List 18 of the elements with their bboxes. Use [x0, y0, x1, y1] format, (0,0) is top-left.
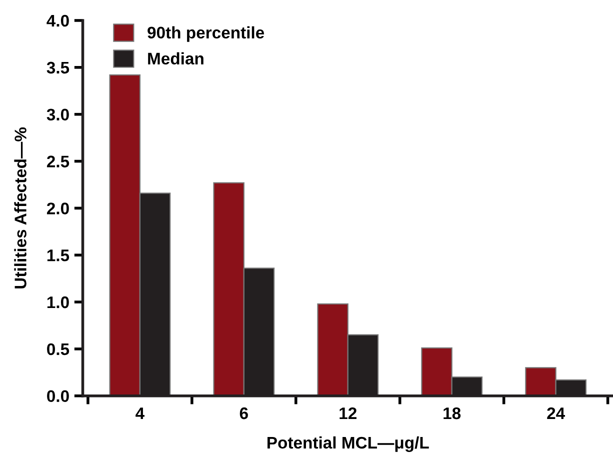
x-axis-title: Potential MCL—μg/L	[268, 436, 429, 452]
y-tick-label: 2.0	[46, 202, 69, 214]
y-axis-title: Utilities Affected—%	[14, 127, 26, 288]
y-tick-label: 1.0	[47, 296, 69, 308]
legend-label: Median	[148, 52, 204, 65]
y-tick-label: 3.5	[46, 62, 70, 74]
legend-label: 90th percentile	[148, 26, 264, 42]
x-tick-label: 6	[240, 407, 248, 420]
y-tick-label: 3.0	[46, 108, 69, 121]
x-tick-label: 12	[340, 407, 356, 420]
x-tick-label: 24	[547, 407, 565, 420]
y-tick-label: 2.5	[46, 156, 70, 168]
y-tick-label: 0.5	[47, 343, 70, 356]
y-tick-label: 1.5	[47, 250, 70, 262]
y-tick-label: 4.0	[46, 14, 69, 27]
x-tick-label: 4	[136, 408, 144, 420]
x-tick-label: 18	[444, 407, 461, 420]
y-tick-label: 0.0	[47, 390, 69, 402]
